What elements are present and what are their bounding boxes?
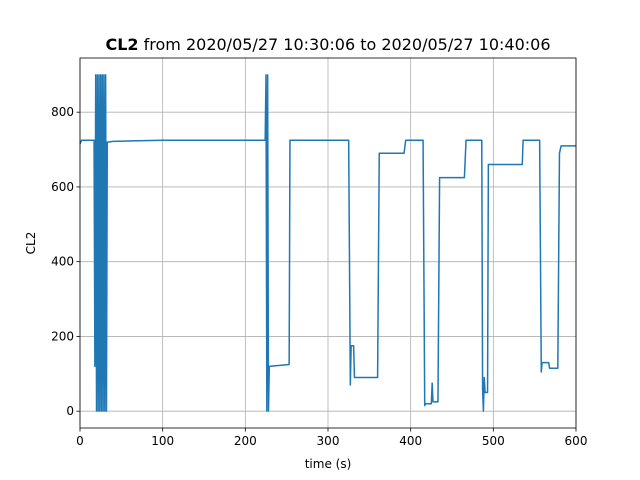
x-tick-label: 200	[234, 434, 257, 448]
x-tick-label: 500	[482, 434, 505, 448]
x-tick-label: 600	[565, 434, 588, 448]
chart-title: CL2 from 2020/05/27 10:30:06 to 2020/05/…	[105, 35, 550, 54]
x-axis-label: time (s)	[305, 457, 352, 471]
x-tick-label: 100	[151, 434, 174, 448]
y-tick-label: 0	[66, 404, 74, 418]
y-tick-label: 200	[51, 329, 74, 343]
x-tick-label: 0	[76, 434, 84, 448]
x-tick-label: 400	[399, 434, 422, 448]
data-line	[79, 74, 576, 412]
title-rest: from 2020/05/27 10:30:06 to 2020/05/27 1…	[144, 35, 551, 54]
y-tick-label: 600	[51, 180, 74, 194]
title-bold: CL2	[105, 35, 138, 54]
y-tick-label: 800	[51, 105, 74, 119]
x-tick-label: 300	[317, 434, 340, 448]
y-axis-label: CL2	[24, 232, 38, 255]
plot-frame	[79, 57, 577, 429]
y-tick-label: 400	[51, 255, 74, 269]
